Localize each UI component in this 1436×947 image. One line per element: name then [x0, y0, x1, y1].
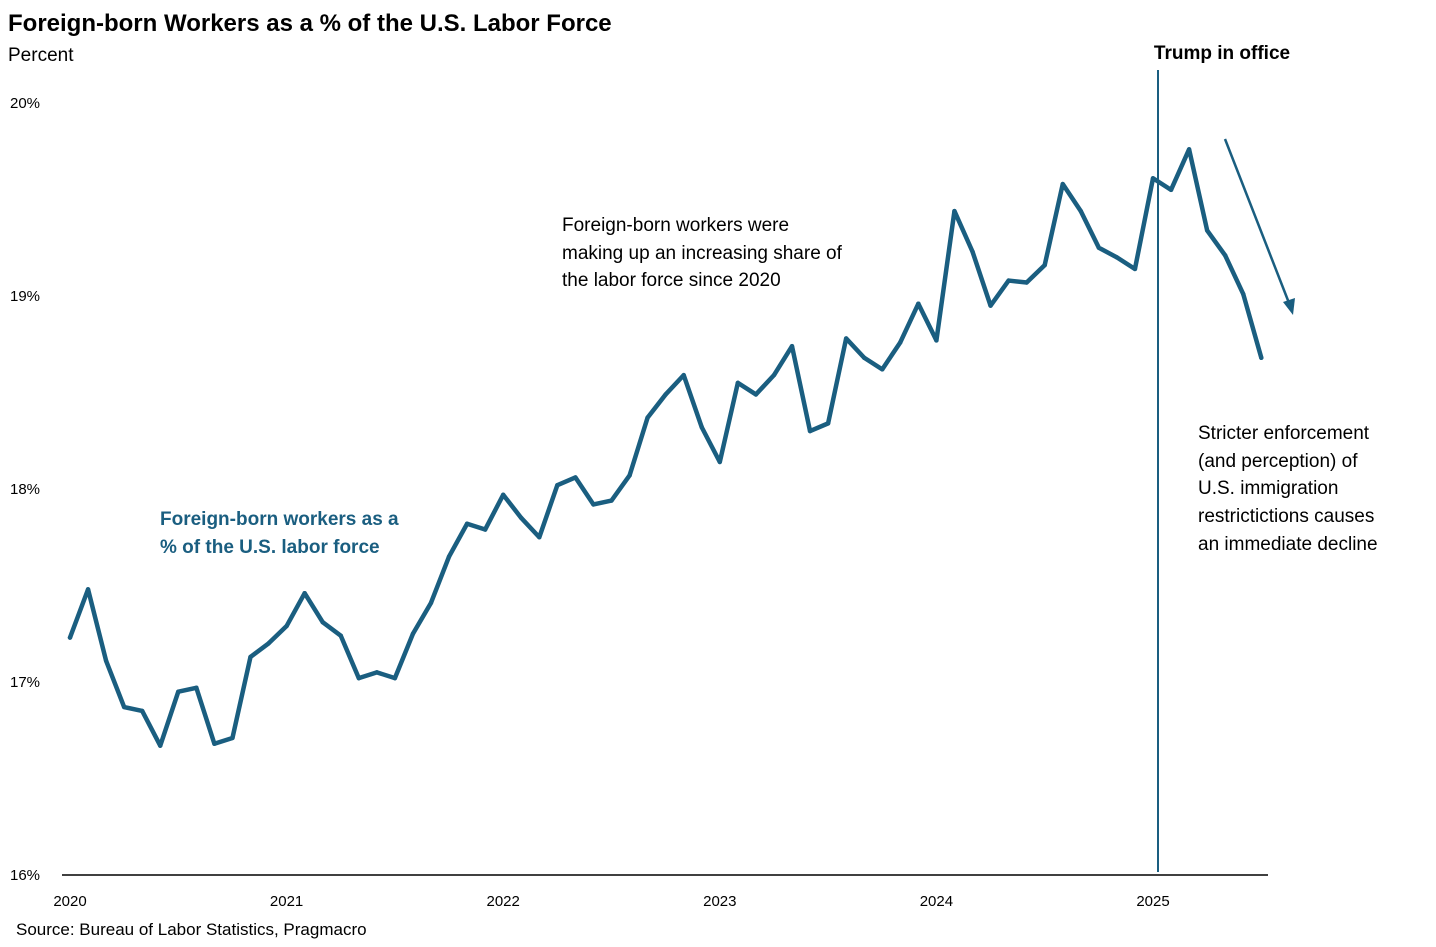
series-label-line: % of the U.S. labor force: [160, 537, 380, 558]
data-point: [591, 502, 596, 507]
x-tick-label: 2021: [270, 893, 303, 910]
data-point: [681, 372, 686, 378]
data-point: [392, 675, 398, 681]
data-point: [194, 685, 199, 690]
data-point: [735, 380, 741, 386]
data-point: [627, 473, 632, 478]
series-label-line: Foreign-born workers as a: [160, 509, 399, 530]
data-point: [1186, 147, 1192, 152]
data-point: [988, 303, 993, 308]
x-tick-label: 2023: [703, 893, 736, 910]
data-point: [338, 633, 343, 638]
data-point: [609, 498, 614, 503]
data-point: [1024, 280, 1029, 285]
data-point: [410, 631, 416, 636]
middle-note-line: making up an increasing share of: [562, 243, 843, 264]
data-point: [356, 675, 361, 681]
data-point: [176, 689, 181, 694]
right-note-line: (and perception) of: [1198, 451, 1358, 472]
data-point: [807, 428, 813, 434]
data-point: [862, 355, 867, 360]
data-point: [248, 654, 253, 660]
data-point: [1114, 255, 1120, 260]
data-point: [537, 535, 542, 540]
data-point: [1204, 228, 1210, 233]
data-point: [67, 635, 73, 640]
data-point: [916, 301, 921, 306]
data-point: [501, 492, 506, 497]
middle-note-line: the labor force since 2020: [562, 270, 781, 291]
data-point: [970, 249, 975, 254]
data-point: [320, 619, 325, 625]
y-axis-label: Percent: [8, 45, 74, 66]
y-tick-label: 19%: [10, 288, 40, 305]
data-point: [880, 367, 885, 372]
data-point: [717, 459, 722, 465]
data-point: [1006, 278, 1011, 283]
data-point: [753, 392, 759, 397]
data-point: [1150, 176, 1156, 181]
data-point: [1259, 355, 1264, 360]
data-point: [843, 336, 849, 341]
data-point: [699, 425, 704, 430]
data-point: [230, 735, 235, 741]
data-point: [103, 658, 109, 663]
data-point: [934, 338, 939, 343]
data-point: [1096, 245, 1102, 250]
data-point: [266, 641, 271, 646]
y-tick-label: 18%: [10, 481, 40, 498]
data-point: [771, 372, 777, 378]
data-point: [645, 415, 650, 420]
decline-arrow: [1223, 138, 1295, 315]
data-point: [121, 704, 127, 710]
data-point: [1132, 266, 1138, 272]
x-tick-label: 2020: [53, 893, 86, 910]
data-point: [85, 587, 91, 592]
data-point: [519, 515, 524, 521]
data-point: [374, 670, 380, 675]
data-point: [302, 591, 307, 596]
data-point: [140, 708, 145, 714]
x-tick-label: 2025: [1136, 893, 1169, 910]
data-point: [482, 527, 488, 532]
data-point: [1241, 291, 1246, 297]
y-tick-label: 20%: [10, 95, 40, 112]
trump-label: Trump in office: [1154, 43, 1290, 64]
data-point: [446, 554, 452, 559]
middle-note-line: Foreign-born workers were: [562, 215, 789, 236]
right-note-line: Stricter enforcement: [1198, 423, 1370, 444]
source-note: Source: Bureau of Labor Statistics, Prag…: [16, 920, 367, 939]
data-point: [1168, 187, 1174, 193]
data-point: [789, 343, 795, 349]
right-note-line: restrictictions causes: [1198, 506, 1374, 527]
data-point: [1060, 181, 1065, 187]
right-note-line: an immediate decline: [1198, 534, 1378, 555]
data-point: [825, 421, 831, 426]
data-point: [284, 623, 289, 629]
data-point: [663, 392, 668, 397]
data-point: [952, 208, 957, 214]
data-point: [898, 340, 903, 345]
data-point: [573, 475, 578, 480]
y-tick-label: 16%: [10, 867, 40, 884]
data-point: [1078, 208, 1084, 214]
data-point: [212, 741, 217, 746]
data-point: [428, 600, 434, 606]
data-point: [1042, 262, 1047, 268]
y-tick-label: 17%: [10, 674, 40, 691]
x-tick-label: 2024: [920, 893, 953, 910]
data-point: [464, 521, 470, 526]
right-note-line: U.S. immigration: [1198, 478, 1338, 499]
data-point: [1223, 253, 1228, 258]
data-point: [158, 743, 163, 748]
chart-title: Foreign-born Workers as a % of the U.S. …: [8, 10, 612, 37]
data-point: [555, 482, 560, 488]
x-tick-label: 2022: [487, 893, 520, 910]
